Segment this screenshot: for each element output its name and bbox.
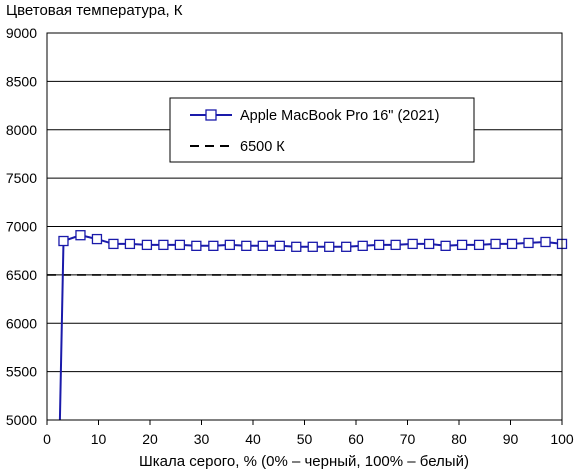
data-point-marker xyxy=(357,240,368,252)
chart-title: Цветовая температура, К xyxy=(6,2,183,19)
data-point-marker xyxy=(506,238,518,250)
x-tick-label: 50 xyxy=(297,431,313,447)
y-tick-label: 6000 xyxy=(6,315,37,331)
x-tick-label: 80 xyxy=(451,431,467,447)
data-point-marker xyxy=(324,241,335,252)
data-point-marker xyxy=(158,239,169,251)
data-point-marker xyxy=(390,239,401,251)
data-point-marker xyxy=(75,230,86,241)
data-point-marker xyxy=(490,238,501,250)
x-tick-label: 100 xyxy=(550,431,574,447)
data-point-marker xyxy=(257,240,268,252)
data-point-marker xyxy=(341,241,352,252)
legend: Apple MacBook Pro 16" (2021) 6500 К xyxy=(169,97,475,163)
data-point-marker xyxy=(108,238,119,250)
series-line-0 xyxy=(58,234,563,421)
data-point-marker xyxy=(174,239,186,251)
data-point-marker xyxy=(523,237,534,249)
data-point-marker xyxy=(224,239,235,251)
y-tick-label: 5500 xyxy=(6,364,37,380)
x-tick-label: 30 xyxy=(194,431,210,447)
data-point-marker xyxy=(58,235,69,247)
x-axis-label: Шкала серого, % (0% – черный, 100% – бел… xyxy=(139,453,469,469)
data-point-marker xyxy=(540,236,551,248)
x-tick-label: 20 xyxy=(142,431,158,447)
data-point-marker xyxy=(91,233,103,245)
data-point-marker xyxy=(241,240,252,252)
series-layer xyxy=(47,230,568,421)
data-point-marker xyxy=(456,239,468,251)
x-tick-label: 10 xyxy=(91,431,107,447)
data-point-marker xyxy=(307,241,318,252)
y-tick-label: 6500 xyxy=(6,267,37,283)
x-tick-label: 60 xyxy=(348,431,364,447)
y-tick-label: 9000 xyxy=(6,25,37,41)
legend-label-macbook: Apple MacBook Pro 16" (2021) xyxy=(240,108,439,124)
data-point-marker xyxy=(374,239,385,251)
grid xyxy=(47,32,562,421)
y-tick-label: 5000 xyxy=(6,412,37,428)
data-point-marker xyxy=(473,239,485,251)
data-point-marker xyxy=(208,240,219,252)
data-point-marker xyxy=(124,238,136,250)
y-tick-label: 7500 xyxy=(6,170,37,186)
y-tick-label: 7000 xyxy=(6,219,37,235)
x-tick-label: 90 xyxy=(503,431,519,447)
x-tick-label: 40 xyxy=(245,431,261,447)
data-point-marker xyxy=(191,240,202,252)
x-tick-label: 0 xyxy=(43,431,51,447)
data-point-marker xyxy=(407,238,418,250)
x-tick-label: 70 xyxy=(400,431,416,447)
data-point-marker xyxy=(423,238,435,250)
y-tick-label: 8000 xyxy=(6,122,37,138)
y-axis-ticks: 5000 5500 6000 6500 7000 7500 8000 8500 9000 xyxy=(6,25,37,428)
legend-swatch-marker-macbook xyxy=(205,109,217,121)
legend-label-6500k: 6500 К xyxy=(240,139,285,155)
data-point-marker xyxy=(440,240,451,252)
data-point-marker xyxy=(291,241,302,252)
y-tick-label: 8500 xyxy=(6,73,37,89)
legend-box xyxy=(169,97,475,163)
x-axis-ticks: 0 10 20 30 40 50 60 70 80 90 100 xyxy=(43,420,574,447)
data-point-marker xyxy=(274,240,285,252)
data-point-marker xyxy=(141,239,153,251)
